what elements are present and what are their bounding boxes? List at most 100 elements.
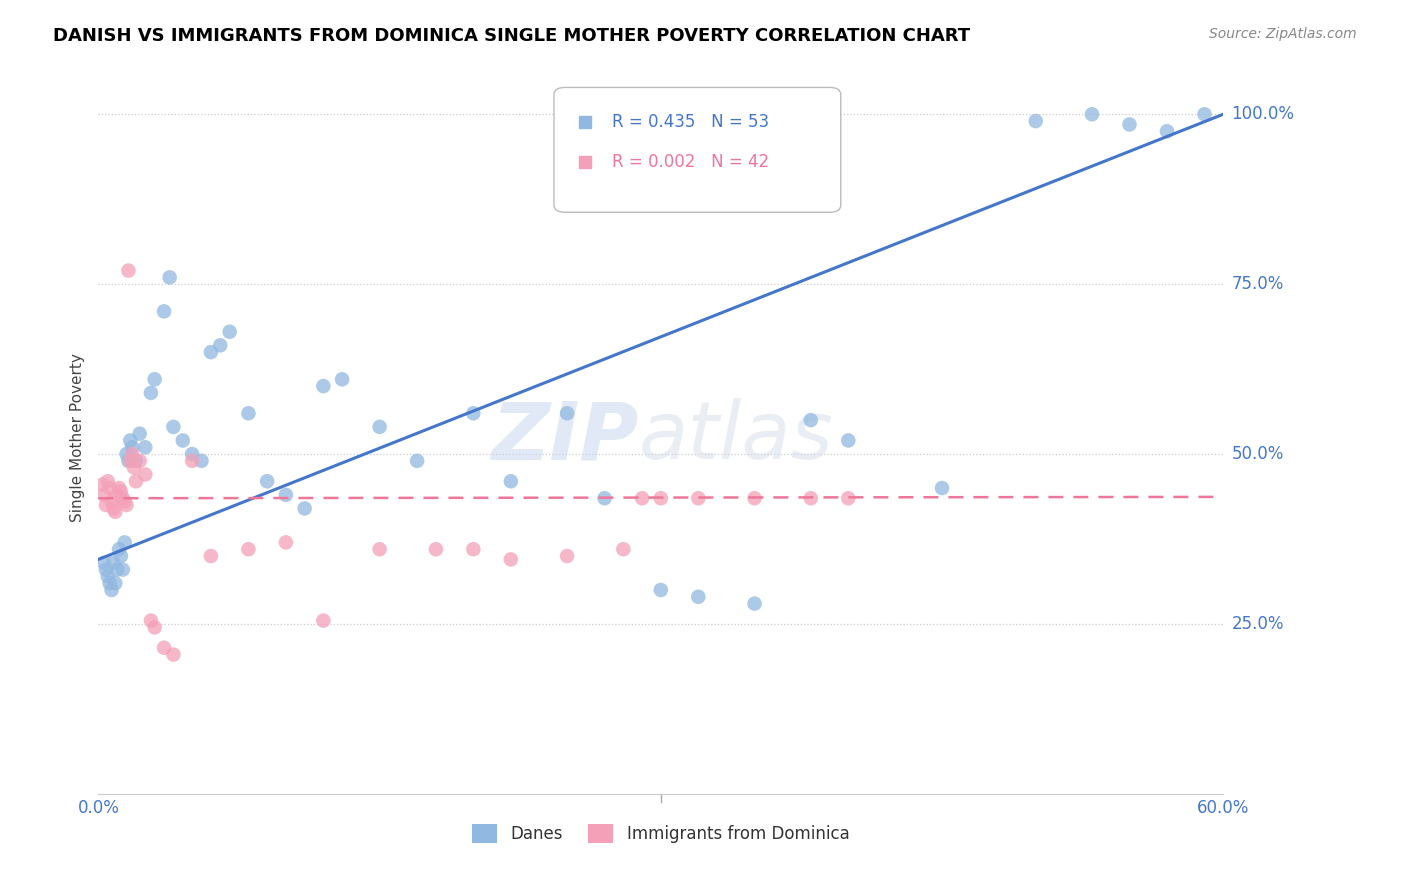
Point [159,270,181,285]
Point [425,542,447,557]
Point [115,447,138,461]
Point [463,542,485,557]
Point [114,494,136,508]
Point [256,475,278,489]
Point [555,549,578,563]
Text: ZIP: ZIP [491,398,638,476]
Point [181,447,204,461]
Point [120,434,142,448]
Point [162,648,184,662]
Point [143,620,166,634]
Legend: Danes, Immigrants from Dominica: Danes, Immigrants from Dominica [465,818,856,850]
Point [312,379,335,393]
Point [94,498,117,512]
Point [100,494,122,508]
Point [650,582,672,597]
Point [105,488,128,502]
Point [800,491,823,506]
Point [274,488,297,502]
Point [631,491,654,506]
Point [125,475,148,489]
Point [368,420,391,434]
Point [1156,124,1178,138]
Point [117,263,139,277]
Text: 100.0%: 100.0% [1232,105,1295,123]
Point [200,345,222,359]
Point [650,491,672,506]
Point [181,454,204,468]
Point [134,467,156,482]
Text: 50.0%: 50.0% [1232,445,1284,463]
Text: R = 0.002   N = 42: R = 0.002 N = 42 [613,153,769,171]
Text: 75.0%: 75.0% [1232,275,1284,293]
Point [139,385,162,400]
Point [93,488,115,502]
Point [593,491,616,506]
Point [499,475,522,489]
Point [104,576,127,591]
Y-axis label: Single Mother Poverty: Single Mother Poverty [69,352,84,522]
Point [103,501,125,516]
Point [238,406,260,420]
Point [139,614,162,628]
Point [114,535,136,549]
Point [94,563,117,577]
Point [312,614,335,628]
Point [117,454,139,468]
Point [800,413,823,427]
Point [612,542,634,557]
Point [200,549,222,563]
Point [499,552,522,566]
Point [688,590,710,604]
Point [330,372,353,386]
Point [110,549,132,563]
Point [1194,107,1216,121]
Point [98,481,121,495]
Point [104,505,127,519]
Point [153,640,176,655]
Point [190,454,212,468]
Point [100,582,122,597]
Point [111,563,134,577]
Point [274,535,297,549]
Point [103,556,125,570]
Point [110,484,132,499]
Point [143,372,166,386]
Point [463,406,485,420]
Point [128,426,150,441]
Point [1025,114,1047,128]
Point [98,576,121,591]
Point [1118,118,1140,132]
Point [120,454,142,468]
Point [209,338,232,352]
Point [744,597,766,611]
Point [111,491,134,506]
Point [115,498,138,512]
Point [125,454,148,468]
Point [122,460,145,475]
Point [406,454,429,468]
Point [153,304,176,318]
Point [128,454,150,468]
Point [368,542,391,557]
Point [931,481,953,495]
Point [121,447,143,461]
Point [97,475,120,489]
Point [121,440,143,454]
Text: Source: ZipAtlas.com: Source: ZipAtlas.com [1209,27,1357,41]
Point [744,491,766,506]
Point [91,477,114,491]
Text: 25.0%: 25.0% [1232,615,1284,633]
Point [837,434,859,448]
Point [218,325,240,339]
Point [162,420,184,434]
Point [1081,107,1104,121]
Point [134,440,156,454]
Point [555,406,578,420]
Point [688,491,710,506]
Point [93,556,115,570]
Point [97,569,120,583]
Point [294,501,316,516]
Point [108,481,131,495]
Text: atlas: atlas [638,398,834,476]
